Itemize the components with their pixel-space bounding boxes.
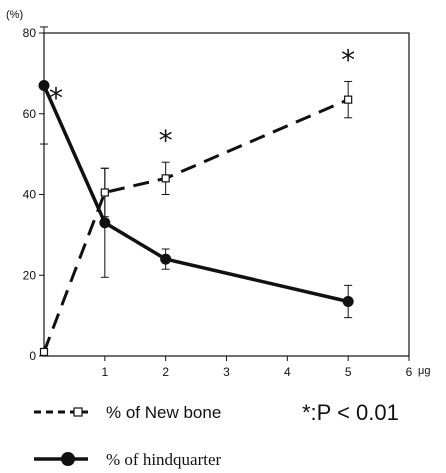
y-tick-label-40: 40 <box>23 188 37 202</box>
significance-asterisk-0: * <box>49 81 63 114</box>
y-tick-label-80: 80 <box>23 26 37 40</box>
x-unit-label: μg <box>418 365 430 377</box>
data-point-s0-p3 <box>344 95 353 104</box>
x-tick-label-2: 2 <box>162 365 169 379</box>
legend-swatch-hindquarter <box>34 452 88 466</box>
series-layer <box>38 26 354 357</box>
data-point-s1-p2 <box>160 253 172 265</box>
legend: % of New bone *:P < 0.01 % of hindquarte… <box>34 400 399 469</box>
data-point-s1-p0 <box>38 79 50 91</box>
x-tick-label-5: 5 <box>345 365 352 379</box>
data-point-s0-p0 <box>39 347 49 357</box>
series-line-1 <box>42 84 349 304</box>
y-tick-label-60: 60 <box>23 107 37 121</box>
y-unit-label: (%) <box>6 9 23 21</box>
legend-label-new-bone: % of New bone <box>106 403 221 422</box>
y-tick-label-0: 0 <box>29 349 36 363</box>
y-tick-label-20: 20 <box>23 268 37 282</box>
data-point-s0-p2 <box>161 174 170 183</box>
x-tick-label-6: 6 <box>406 365 413 379</box>
significance-asterisk-1: * <box>159 124 173 157</box>
plot-frame <box>43 32 410 357</box>
data-point-s1-p3 <box>342 295 354 307</box>
significance-asterisk-2: * <box>341 43 355 76</box>
significance-note: *:P < 0.01 <box>302 400 399 425</box>
legend-label-hindquarter: % of hindquarter <box>106 450 222 469</box>
data-point-s1-p1 <box>99 217 111 229</box>
series-line-0 <box>42 98 349 353</box>
annotation-layer: * * * <box>49 43 355 157</box>
axes: 0 20 40 60 80 1 2 3 4 5 6 <box>23 26 413 379</box>
data-point-s0-p1 <box>100 188 109 197</box>
x-tick-label-3: 3 <box>223 365 230 379</box>
legend-swatch-new-bone <box>34 407 88 417</box>
x-tick-label-4: 4 <box>284 365 291 379</box>
x-tick-label-1: 1 <box>101 365 108 379</box>
